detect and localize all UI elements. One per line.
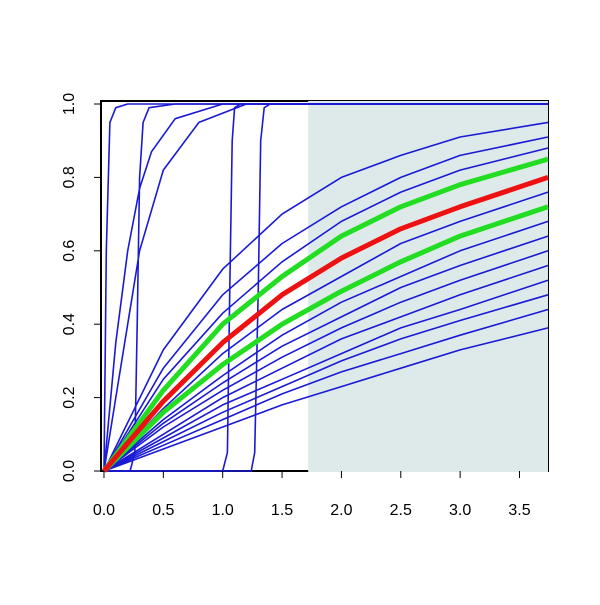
curve <box>103 308 549 472</box>
curve <box>102 204 549 473</box>
x-tick-label: 1.5 <box>271 502 293 519</box>
y-tick-label: 0.0 <box>61 460 78 482</box>
curve <box>103 147 549 472</box>
y-tick-label: 0.6 <box>61 240 78 262</box>
x-tick-label: 3.0 <box>449 502 471 519</box>
x-tick-label: 0.5 <box>152 502 174 519</box>
curve <box>103 121 549 472</box>
curve <box>103 191 549 472</box>
curve <box>103 136 549 472</box>
curve <box>103 235 549 472</box>
curve <box>103 250 549 472</box>
curve <box>104 103 548 472</box>
y-tick-label: 0.2 <box>61 386 78 408</box>
curve <box>103 220 549 472</box>
x-tick-label: 1.0 <box>212 502 234 519</box>
curve <box>103 103 548 472</box>
curve <box>104 103 548 472</box>
y-tick-label: 0.8 <box>61 166 78 188</box>
y-tick-label: 0.4 <box>61 313 78 335</box>
curve <box>103 279 549 472</box>
curve <box>103 294 549 472</box>
curve <box>101 156 549 473</box>
curve <box>103 327 549 472</box>
curve <box>102 175 549 473</box>
x-tick-label: 2.0 <box>330 502 352 519</box>
curve <box>103 264 549 472</box>
x-tick-label: 2.5 <box>390 502 412 519</box>
x-tick-label: 3.5 <box>508 502 530 519</box>
curve <box>104 103 548 472</box>
curve <box>103 103 548 472</box>
x-tick-label: 0.0 <box>93 502 115 519</box>
y-tick-label: 1.0 <box>61 93 78 115</box>
